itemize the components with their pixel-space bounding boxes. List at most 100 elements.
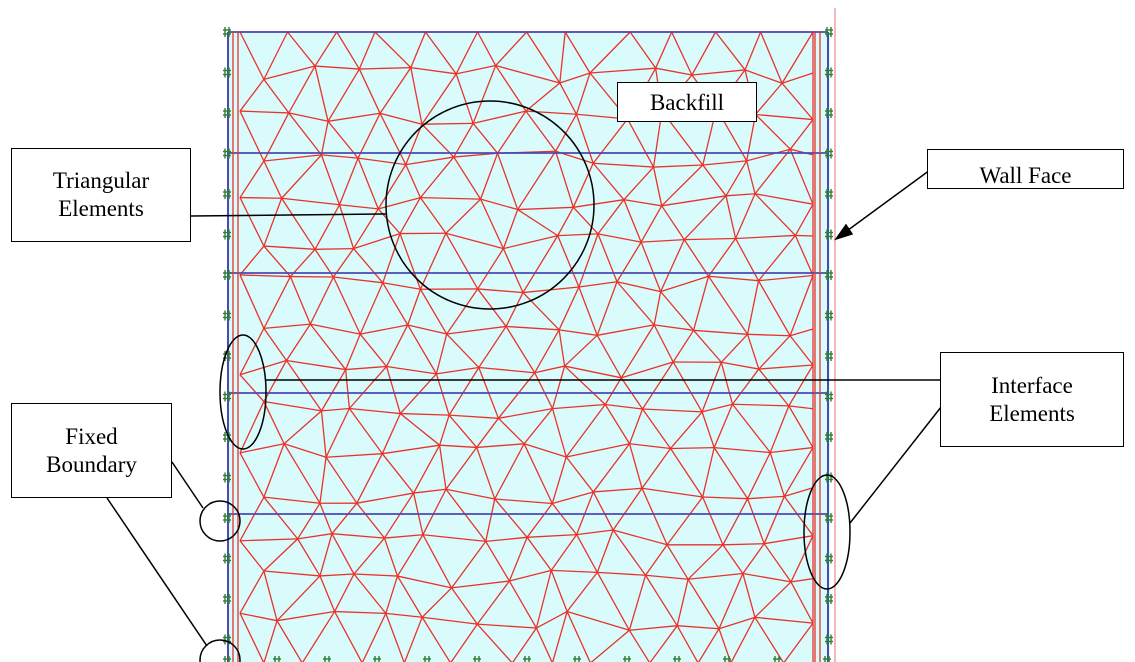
mesh-edge [239,496,265,542]
mesh-edge [450,623,478,662]
mesh-edge [383,492,415,539]
mesh-edge [281,154,322,199]
mesh-edge [597,199,625,235]
mesh-edge [310,323,361,335]
triangular-elements-label: Triangular Elements [11,148,191,242]
mesh-edge [641,448,672,489]
mesh-edge [629,443,671,450]
mesh-edge [564,31,591,74]
mesh-edge [498,407,553,419]
mesh-edge [558,286,580,331]
mesh-edge [379,112,423,125]
mesh-edge [263,538,299,572]
mesh-edge [239,401,265,454]
mesh-edge [714,446,771,454]
boundary-marker [825,27,833,37]
mesh-edge [358,68,381,114]
mesh-edge [286,359,346,371]
mesh-edge [769,452,785,497]
mesh-edge [379,67,412,114]
mesh-edge [596,281,618,336]
mesh-edge [315,247,354,250]
boundary-marker [825,634,833,645]
boundary-marker [825,229,833,240]
mesh-edge [649,625,678,662]
mesh-edge [552,403,606,410]
mesh-edge [517,206,574,211]
mesh-edge [319,533,333,577]
mesh-edge [356,502,385,539]
mesh-edge [477,623,537,629]
mesh-edge [734,193,756,239]
mesh-edge [455,31,479,75]
mesh-edge [652,166,663,206]
mesh-edge [552,611,568,662]
boundary-marker [223,108,231,118]
mesh-edge [327,68,360,122]
mesh-edge [485,536,528,543]
mesh-edge [445,488,495,500]
mesh-edge [385,324,409,367]
mesh-edge [669,448,704,498]
mesh-edge [263,198,283,247]
interface-elements-left-ellipse [219,334,267,450]
mesh-edge [525,110,557,152]
mesh-edge [283,443,327,458]
mesh-edge [784,487,814,497]
mesh-edge [263,401,285,445]
mesh-edge [612,529,668,546]
mesh-edge [283,443,321,504]
mesh-edge [612,487,643,531]
mesh-edge [550,534,578,571]
wall-face-label: Wall Face [927,149,1124,189]
mesh-edge [382,444,440,455]
mesh-edge [239,110,289,114]
mesh-edge [349,407,401,415]
mesh-edge [263,400,322,412]
mesh-edge [263,496,299,540]
mesh-edge [790,578,814,583]
mesh-edge [559,31,566,84]
mesh-edge [575,72,591,115]
mesh-edge [653,164,703,168]
boundary-marker [825,513,833,523]
mesh-edge [407,324,447,335]
boundary-marker [523,656,531,662]
boundary-marker [825,594,833,604]
mesh-edge [735,234,796,240]
mesh-edge [788,405,814,448]
interface-elements-label: Interface Elements [940,352,1124,447]
mesh-edge [281,197,340,206]
mesh-edge [789,275,814,336]
mesh-edge [551,365,566,409]
mesh-edge [239,538,298,542]
mesh-edge [334,610,386,615]
mesh-edge [508,580,537,629]
mesh-edge [374,31,412,69]
mesh-edge [413,488,447,494]
mesh-edge [758,335,791,370]
triangular-elements-leader [190,213,387,217]
mesh-edge [478,326,507,368]
mesh-edge [297,538,321,577]
mesh-edge [605,403,643,410]
mesh-edge [472,65,497,124]
mesh-edge [400,412,450,416]
mesh-edge [718,616,756,630]
mesh-edge [640,205,663,243]
mesh-edge [572,162,594,208]
mesh-edge [494,443,525,500]
fixed-boundary-circle-upper [199,500,241,542]
mesh-edge [708,275,759,282]
boundary-marker [773,656,781,662]
mesh-edge [660,291,695,331]
mesh-edge [503,234,558,250]
mesh-edge [358,31,376,70]
boundary-marker [223,310,231,321]
boundary-marker [223,513,231,523]
mesh-edge [479,152,499,200]
mesh-edge [747,333,791,337]
mesh-edge [795,234,814,237]
mesh-edge [383,537,399,577]
mesh-edge [405,123,423,165]
